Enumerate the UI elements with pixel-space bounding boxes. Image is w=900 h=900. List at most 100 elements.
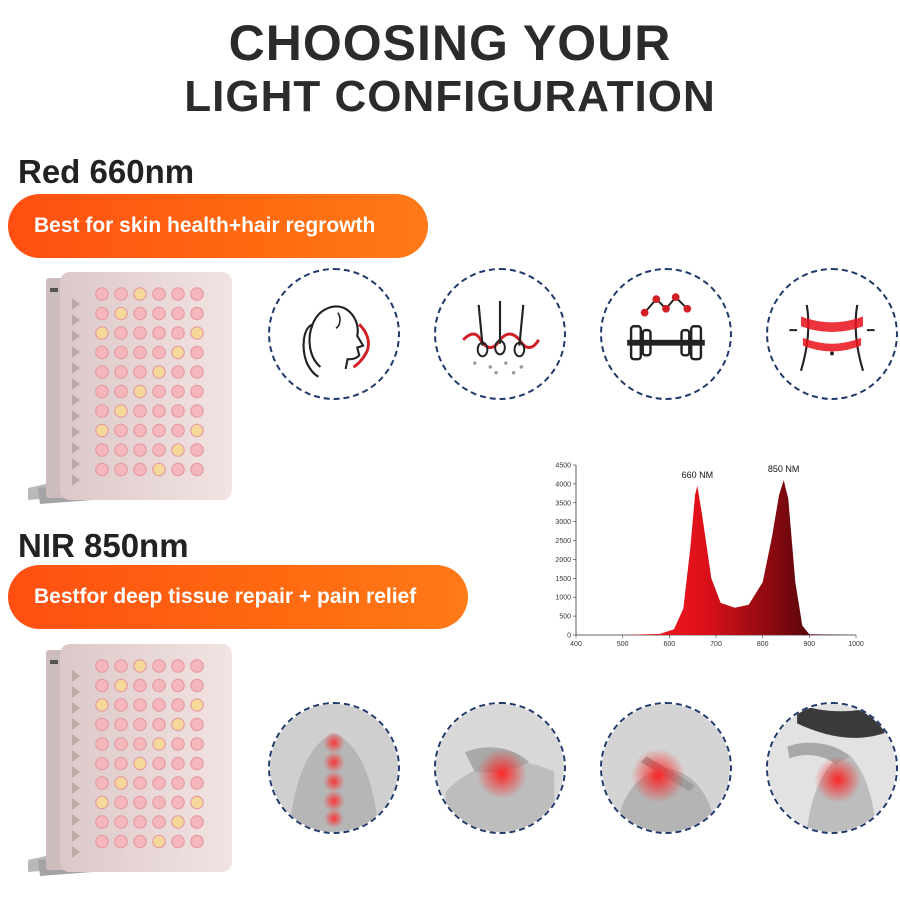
- neck-pain-icon: [766, 702, 898, 834]
- led-dot: [95, 423, 109, 438]
- vent-slot: [72, 410, 80, 422]
- waist-slimming-icon: [766, 268, 898, 400]
- led-dot: [171, 815, 185, 829]
- led-dot: [133, 678, 147, 693]
- led-dot: [190, 737, 204, 751]
- led-dot: [171, 462, 185, 477]
- vent-slot: [72, 458, 80, 470]
- led-dot: [114, 698, 128, 712]
- led-dot: [95, 326, 109, 340]
- led-dot: [133, 795, 147, 810]
- red-section-title: Red 660nm: [18, 153, 195, 190]
- led-dot: [152, 756, 166, 771]
- face-skin-icon: [268, 268, 400, 400]
- led-dot: [190, 326, 204, 340]
- knee-pain-icon: [434, 702, 566, 834]
- led-dot: [171, 306, 185, 321]
- vent-slot: [72, 394, 80, 406]
- led-dot: [190, 717, 204, 732]
- y-tick-label: 0: [567, 633, 571, 640]
- vent-slot: [72, 670, 80, 682]
- led-dot: [171, 326, 185, 340]
- led-dot: [190, 384, 204, 399]
- vent-slot: [72, 766, 80, 778]
- led-dot: [133, 365, 147, 379]
- led-grid: [72, 659, 204, 858]
- led-dot: [133, 326, 147, 340]
- hair-follicle-icon: [434, 268, 566, 400]
- led-dot: [133, 698, 147, 712]
- led-dot: [152, 423, 166, 438]
- led-dot: [95, 737, 109, 751]
- vent-slot: [72, 718, 80, 730]
- led-dot: [114, 795, 128, 810]
- led-dot: [152, 678, 166, 693]
- spectrum-chart: 400 500 600 700 800 900 1000 0 500 1000 1500 2000 25…: [548, 455, 868, 655]
- led-dot: [171, 834, 185, 849]
- x-tick-label: 500: [617, 641, 629, 648]
- x-tick-label: 400: [570, 641, 582, 648]
- led-dot: [190, 345, 204, 360]
- led-dot: [152, 776, 166, 790]
- led-dot: [95, 756, 109, 771]
- led-dot: [171, 345, 185, 360]
- vent-slot: [72, 378, 80, 390]
- y-tick-label: 2000: [555, 557, 571, 564]
- led-dot: [133, 717, 147, 732]
- led-dot: [114, 326, 128, 340]
- led-dot: [190, 815, 204, 829]
- led-dot: [171, 678, 185, 693]
- led-dot: [133, 306, 147, 321]
- led-dot: [95, 834, 109, 849]
- led-dot: [95, 287, 109, 301]
- led-dot: [133, 659, 147, 673]
- led-dot: [171, 659, 185, 673]
- red-light-panel-device: [28, 272, 232, 504]
- led-dot: [114, 756, 128, 771]
- barbell-icon: [600, 268, 732, 400]
- vent-slot: [72, 442, 80, 454]
- led-dot: [152, 659, 166, 673]
- vent-slot: [72, 702, 80, 714]
- led-dot: [114, 384, 128, 399]
- led-dot: [152, 737, 166, 751]
- led-dot: [171, 737, 185, 751]
- y-tick-label: 3500: [555, 500, 571, 507]
- led-dot: [114, 404, 128, 418]
- led-dot: [171, 365, 185, 379]
- led-dot: [171, 443, 185, 457]
- led-dot: [190, 423, 204, 438]
- vent-slot: [72, 734, 80, 746]
- led-dot: [171, 776, 185, 790]
- led-dot: [133, 815, 147, 829]
- led-dot: [171, 717, 185, 732]
- vent-slot: [72, 798, 80, 810]
- vent-slot: [72, 750, 80, 762]
- led-dot: [95, 384, 109, 399]
- led-dot: [95, 306, 109, 321]
- led-dot: [114, 462, 128, 477]
- x-tick-label: 900: [803, 641, 815, 648]
- led-dot: [133, 756, 147, 771]
- y-tick-label: 500: [559, 614, 571, 621]
- led-dot: [114, 443, 128, 457]
- led-dot: [95, 404, 109, 418]
- led-dot: [171, 756, 185, 771]
- spine-pain-icon: [268, 702, 400, 834]
- led-dot: [152, 404, 166, 418]
- chest-pain-icon: [600, 702, 732, 834]
- led-dot: [171, 404, 185, 418]
- x-tick-label: 800: [757, 641, 769, 648]
- vent-slot: [72, 330, 80, 342]
- vent-slot: [72, 426, 80, 438]
- led-dot: [152, 698, 166, 712]
- vent-slot: [72, 686, 80, 698]
- led-dot: [114, 345, 128, 360]
- led-dot: [152, 306, 166, 321]
- led-dot: [133, 423, 147, 438]
- led-dot: [171, 423, 185, 438]
- vent-slot: [72, 814, 80, 826]
- vent-slot: [72, 346, 80, 358]
- led-dot: [190, 834, 204, 849]
- led-dot: [190, 698, 204, 712]
